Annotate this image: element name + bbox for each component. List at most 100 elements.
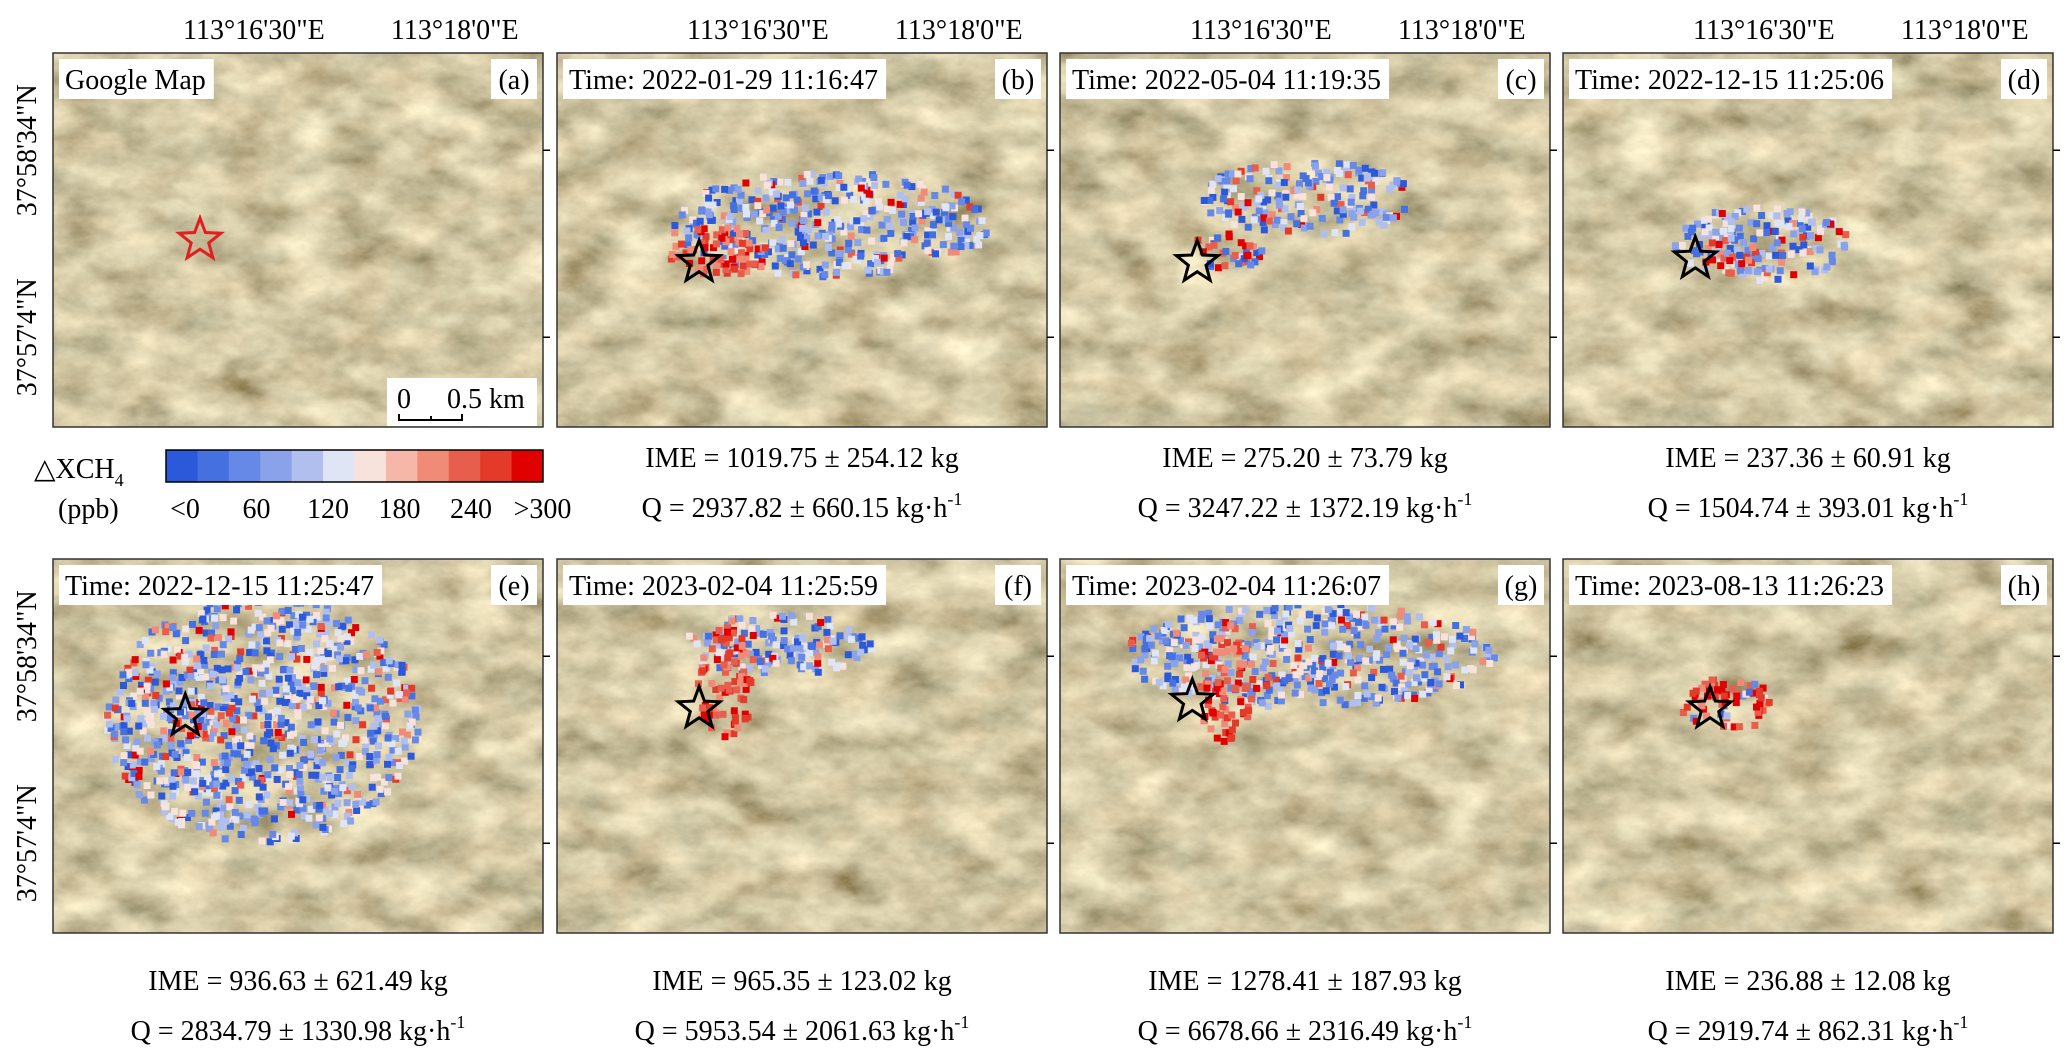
- plume-pixel: [888, 206, 896, 214]
- plume-pixel: [1747, 682, 1754, 690]
- plume-pixel: [1239, 709, 1247, 717]
- plume-pixel: [898, 210, 906, 218]
- plume-pixel: [800, 663, 808, 671]
- plume-pixel: [1276, 619, 1284, 627]
- plume-pixel: [1221, 188, 1229, 196]
- panel-letter: (d): [2008, 65, 2041, 96]
- plume-pixel: [1355, 166, 1363, 174]
- emission-rate: Q = 3247.22 ± 1372.19 kg·h-1: [1138, 489, 1473, 524]
- plume-pixel: [1442, 654, 1450, 662]
- plume-pixel: [1484, 653, 1492, 661]
- plume-pixel: [1248, 623, 1256, 631]
- plume-pixel: [229, 663, 237, 671]
- plume-pixel: [1320, 230, 1328, 238]
- plume-pixel: [1671, 242, 1679, 250]
- colorbar-cell: [448, 450, 481, 482]
- plume-pixel: [814, 232, 822, 240]
- plume-pixel: [233, 716, 241, 724]
- map-panel: Time: 2023-02-04 11:25:59 (f): [556, 558, 1054, 934]
- plume-pixel: [847, 223, 854, 231]
- plume-pixel: [382, 664, 390, 672]
- plume-pixel: [1761, 264, 1769, 272]
- plume-pixel: [1131, 665, 1139, 673]
- plume-pixel: [1428, 653, 1436, 661]
- plume-pixel: [299, 621, 307, 629]
- plume-pixel: [233, 664, 241, 672]
- plume-pixel: [1164, 662, 1172, 670]
- plume-pixel: [772, 659, 780, 667]
- plume-pixel: [266, 838, 274, 846]
- plume-pixel: [1263, 692, 1271, 700]
- plume-pixel: [263, 617, 271, 625]
- plume-pixel: [835, 172, 843, 180]
- plume-pixel: [794, 255, 802, 263]
- plume-pixel: [740, 668, 748, 676]
- plume-pixel: [404, 731, 411, 739]
- plume-pixel: [162, 680, 170, 688]
- plume-pixel: [276, 697, 284, 705]
- plume-pixel: [275, 675, 283, 683]
- plume-pixel: [672, 242, 680, 250]
- plume-pixel: [1339, 625, 1347, 633]
- plume-pixel: [218, 817, 226, 825]
- plume-pixel: [736, 230, 743, 238]
- plume-pixel: [1232, 177, 1240, 185]
- latitude-label: 37°58'34"N: [12, 590, 43, 722]
- plume-pixel: [1736, 251, 1744, 259]
- plume-pixel: [412, 713, 420, 721]
- plume-pixel: [136, 747, 144, 755]
- plume-pixel: [721, 733, 729, 741]
- panel-header: Time: 2022-05-04 11:19:35: [1072, 65, 1381, 96]
- plume-pixel: [1152, 649, 1159, 657]
- plume-pixel: [212, 807, 220, 815]
- emission-rate-text: Q = 2919.74 ± 862.31 kg·h: [1648, 1016, 1954, 1047]
- plume-pixel: [794, 228, 802, 236]
- map-panel: Time: 2023-08-13 11:26:23 (h): [1562, 558, 2060, 934]
- plume-pixel: [298, 613, 306, 621]
- plume-pixel: [1169, 679, 1177, 687]
- plume-pixel: [366, 753, 374, 760]
- plume-pixel: [766, 629, 774, 636]
- plume-pixel: [1330, 199, 1338, 207]
- plume-pixel: [278, 625, 286, 633]
- plume-pixel: [253, 698, 261, 706]
- plume-pixel: [1198, 651, 1205, 659]
- plume-pixel: [1213, 734, 1221, 742]
- map-panel: Time: 2022-12-15 11:25:06 (d): [1562, 52, 2060, 428]
- plume-pixel: [693, 230, 701, 238]
- plume-pixel: [1268, 632, 1276, 640]
- plume-pixel: [1390, 622, 1398, 630]
- plume-pixel: [924, 208, 932, 216]
- plume-pixel: [248, 641, 256, 649]
- plume-pixel: [833, 664, 840, 672]
- plume-pixel: [1765, 698, 1773, 706]
- plume-pixel: [321, 727, 329, 735]
- plume-pixel: [1343, 622, 1351, 629]
- plume-pixel: [248, 695, 256, 703]
- plume-pixel: [704, 632, 712, 640]
- plume-pixel: [1348, 223, 1356, 231]
- plume-pixel: [240, 716, 247, 724]
- plume-pixel: [963, 231, 971, 239]
- plume-pixel: [287, 731, 294, 739]
- plume-pixel: [846, 191, 854, 199]
- plume-pixel: [243, 750, 251, 758]
- plume-pixel: [267, 624, 275, 632]
- colorbar-cell: [166, 450, 198, 482]
- plume-pixel: [266, 652, 274, 660]
- plume-pixel: [722, 266, 730, 274]
- plume-pixel: [1461, 666, 1469, 674]
- plume-pixel: [716, 664, 724, 672]
- plume-pixel: [259, 613, 267, 621]
- plume-pixel: [1735, 723, 1743, 731]
- plume-pixel: [1440, 633, 1448, 641]
- plume-pixel: [1765, 265, 1773, 273]
- plume-pixel: [890, 253, 898, 261]
- plume-pixel: [782, 194, 790, 202]
- plume-pixel: [1341, 701, 1349, 709]
- colorbar-cell: [291, 450, 324, 482]
- plume-pixel: [193, 655, 201, 663]
- plume-pixel: [823, 628, 831, 636]
- plume-pixel: [693, 219, 700, 227]
- plume-pixel: [354, 790, 362, 798]
